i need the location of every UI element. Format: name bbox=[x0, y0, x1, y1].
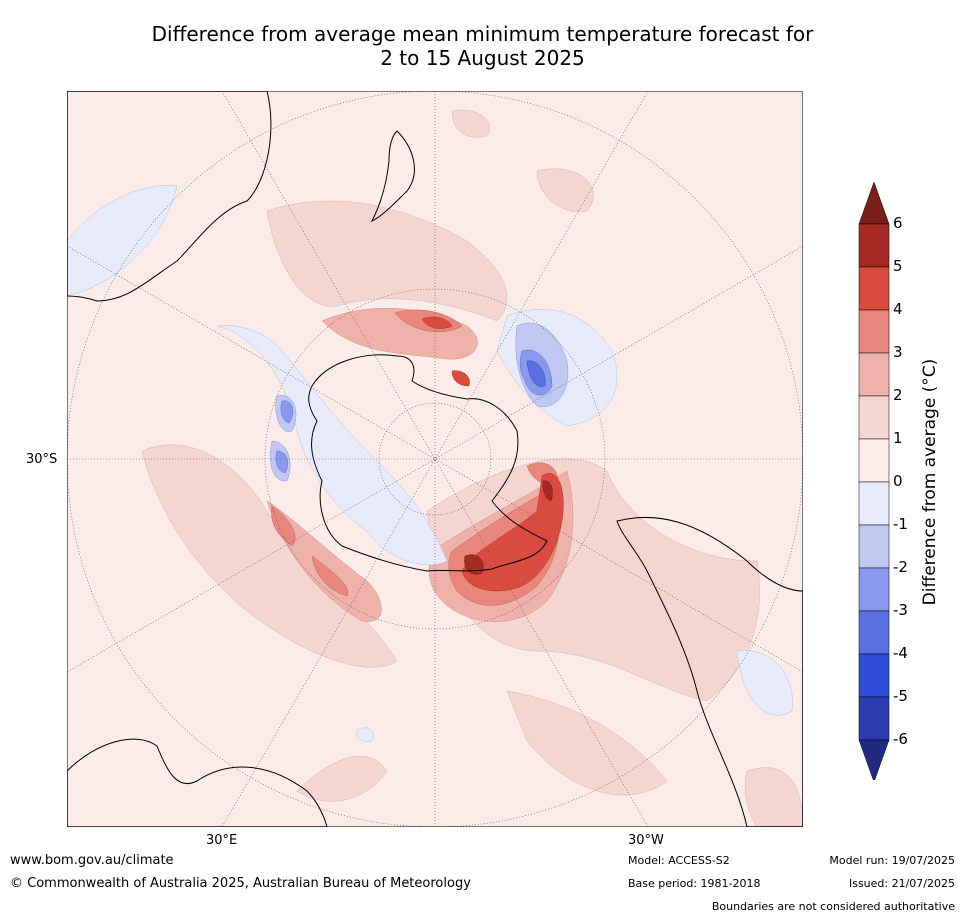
colorbar-block-0to1 bbox=[858, 438, 890, 483]
chart-title-line2: 2 to 15 August 2025 bbox=[380, 46, 585, 70]
colorbar-block-m5tom4 bbox=[858, 653, 890, 698]
colorbar-tick-label: 4 bbox=[893, 300, 903, 318]
colorbar-block-m4tom3 bbox=[858, 610, 890, 655]
colorbar-tick-label: -5 bbox=[893, 687, 908, 705]
longitude-label-30w: 30°W bbox=[628, 833, 664, 848]
south-america-coast bbox=[616, 516, 803, 827]
colorbar-tick-label: 2 bbox=[893, 386, 903, 404]
anomaly-map bbox=[67, 91, 803, 827]
australia-coast bbox=[67, 91, 272, 302]
colorbar-tick-label: -6 bbox=[893, 730, 908, 748]
latitude-label: 30°S bbox=[26, 452, 58, 467]
colorbar-tick-label: 0 bbox=[893, 472, 903, 490]
footer-copyright: © Commonwealth of Australia 2025, Austra… bbox=[10, 876, 471, 891]
colorbar-block-4to5 bbox=[858, 266, 890, 311]
colorbar-block-1to2 bbox=[858, 395, 890, 440]
colorbar-block-3to4 bbox=[858, 309, 890, 354]
warm-anomaly-4to5 bbox=[421, 316, 564, 592]
colorbar-block-m2tom1 bbox=[858, 524, 890, 569]
colorbar-tick-label: -1 bbox=[893, 515, 908, 533]
coastlines bbox=[67, 91, 803, 827]
colorbar-tick-label: -2 bbox=[893, 558, 908, 576]
footer-model-run: Model run: 19/07/2025 bbox=[829, 854, 955, 867]
colorbar-title: Difference from average (°C) bbox=[920, 358, 940, 606]
footer-model: Model: ACCESS-S2 bbox=[628, 854, 730, 867]
colorbar-block-m6tom5 bbox=[858, 696, 890, 741]
cool-anomaly-m3tom4 bbox=[526, 360, 546, 387]
graticule bbox=[67, 91, 803, 827]
africa-coast bbox=[67, 738, 328, 827]
chart-title-line1: Difference from average mean minimum tem… bbox=[151, 22, 814, 46]
colorbar bbox=[858, 181, 890, 780]
colorbar-tick-label: -4 bbox=[893, 644, 908, 662]
colorbar-extend-below bbox=[858, 739, 890, 780]
colorbar-block-m3tom2 bbox=[858, 567, 890, 612]
antarctica-coast bbox=[308, 354, 548, 572]
footer-disclaimer: Boundaries are not considered authoritat… bbox=[711, 900, 955, 913]
colorbar-tick-label: -3 bbox=[893, 601, 908, 619]
colorbar-block-m1to0 bbox=[858, 481, 890, 526]
warm-anomaly-1to2 bbox=[141, 109, 803, 827]
colorbar-extend-above bbox=[858, 181, 890, 225]
colorbar-tick-label: 1 bbox=[893, 429, 903, 447]
colorbar-tick-label: 5 bbox=[893, 257, 903, 275]
colorbar-block-5to6 bbox=[858, 223, 890, 268]
colorbar-block-2to3 bbox=[858, 352, 890, 397]
new-zealand-coast bbox=[370, 130, 415, 223]
footer-url: www.bom.gov.au/climate bbox=[10, 853, 174, 868]
longitude-label-30e: 30°E bbox=[206, 833, 238, 848]
footer-base-period: Base period: 1981-2018 bbox=[628, 877, 761, 890]
colorbar-tick-label: 6 bbox=[893, 214, 903, 232]
warm-anomaly-5to6 bbox=[464, 480, 553, 575]
footer-issued: Issued: 21/07/2025 bbox=[848, 877, 955, 890]
colorbar-tick-label: 3 bbox=[893, 343, 903, 361]
